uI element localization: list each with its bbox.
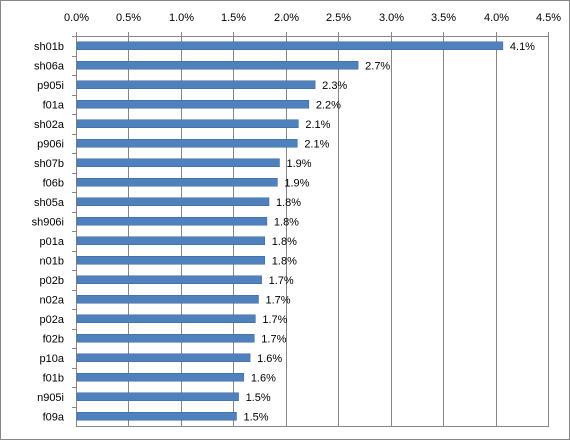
bar-n905i bbox=[76, 392, 239, 401]
data-label: 4.1% bbox=[510, 41, 535, 53]
category-label: sh06a bbox=[34, 60, 65, 72]
category-label: sh05a bbox=[34, 197, 65, 209]
data-label: 2.2% bbox=[316, 99, 341, 111]
category-label: sh01b bbox=[34, 41, 64, 53]
category-label: n01b bbox=[40, 255, 64, 267]
bar-f09a bbox=[76, 412, 237, 421]
bar-f01b bbox=[76, 373, 245, 382]
category-label: p01a bbox=[40, 236, 65, 248]
plot-area-border bbox=[76, 36, 549, 427]
data-label: 2.1% bbox=[304, 138, 329, 150]
x-tick-label: 3.0% bbox=[379, 12, 404, 24]
category-label: n905i bbox=[37, 392, 64, 404]
category-label: f09a bbox=[43, 411, 65, 423]
x-tick-label: 2.0% bbox=[274, 12, 299, 24]
data-label: 1.9% bbox=[286, 158, 311, 170]
data-label: 1.8% bbox=[274, 216, 299, 228]
bar-p02a bbox=[76, 314, 256, 323]
data-label: 1.8% bbox=[272, 236, 297, 248]
category-label: p905i bbox=[37, 80, 64, 92]
bar-f06b bbox=[76, 178, 278, 187]
data-labels: 4.1% 2.7% 2.3% 2.2% 2.1% 2.1% 1.9% 1.9% 1.8% 1.8%… bbox=[243, 41, 535, 424]
bar-p01a bbox=[76, 236, 266, 245]
x-tick-label: 0.5% bbox=[116, 12, 141, 24]
category-label: f01b bbox=[43, 372, 64, 384]
category-label: n02a bbox=[40, 294, 65, 306]
category-label: sh906i bbox=[32, 216, 64, 228]
category-label: f02b bbox=[43, 333, 64, 345]
bar-sh906i bbox=[76, 217, 268, 226]
data-label: 2.7% bbox=[365, 60, 390, 72]
data-label: 2.3% bbox=[322, 80, 347, 92]
bar-sh02a bbox=[76, 119, 299, 128]
data-label: 1.6% bbox=[257, 353, 282, 365]
x-tick-label: 3.5% bbox=[431, 12, 456, 24]
bar-p906i bbox=[76, 139, 298, 148]
bar-sh06a bbox=[76, 61, 359, 70]
category-label: p02a bbox=[40, 314, 65, 326]
x-axis-ticks: 0.0% 0.5% 1.0% 1.5% 2.0% 2.5% 3.0% 3.5% 4.0% 4.5% bbox=[64, 12, 561, 36]
bar-n02a bbox=[76, 295, 259, 304]
x-tick-label: 2.5% bbox=[326, 12, 351, 24]
bar-sh07b bbox=[76, 158, 280, 167]
category-label: f01a bbox=[43, 99, 65, 111]
category-label: f06b bbox=[43, 177, 64, 189]
bar-f01a bbox=[76, 100, 310, 109]
data-label: 1.7% bbox=[262, 314, 287, 326]
data-label: 1.6% bbox=[251, 372, 276, 384]
x-tick-label: 0.0% bbox=[64, 12, 89, 24]
bar-sh05a bbox=[76, 197, 270, 206]
category-label: sh07b bbox=[34, 158, 64, 170]
data-label: 1.9% bbox=[284, 177, 309, 189]
bar-sh01b bbox=[76, 41, 504, 50]
x-tick-label: 1.0% bbox=[169, 12, 194, 24]
category-label: p02b bbox=[40, 275, 64, 287]
bar-f02b bbox=[76, 334, 255, 343]
category-labels: sh01b sh06a p905i f01a sh02a p906i sh07b f06b sh… bbox=[32, 36, 76, 423]
gridlines bbox=[76, 36, 549, 427]
data-label: 1.8% bbox=[272, 255, 297, 267]
category-label: sh02a bbox=[34, 119, 65, 131]
data-label: 1.8% bbox=[276, 197, 301, 209]
bar-p10a bbox=[76, 353, 251, 362]
data-label: 1.7% bbox=[269, 275, 294, 287]
data-label: 1.5% bbox=[246, 392, 271, 404]
data-label: 2.1% bbox=[305, 119, 330, 131]
data-label: 1.7% bbox=[266, 294, 291, 306]
bar-p02b bbox=[76, 275, 262, 284]
data-label: 1.5% bbox=[243, 411, 268, 423]
bars bbox=[76, 41, 504, 421]
x-tick-label: 4.5% bbox=[536, 12, 561, 24]
category-label: p906i bbox=[37, 138, 64, 150]
bar-p905i bbox=[76, 80, 316, 89]
data-label: 1.7% bbox=[261, 333, 286, 345]
x-tick-label: 1.5% bbox=[221, 12, 246, 24]
x-tick-label: 4.0% bbox=[484, 12, 509, 24]
category-label: p10a bbox=[40, 353, 65, 365]
bar-n01b bbox=[76, 256, 266, 265]
